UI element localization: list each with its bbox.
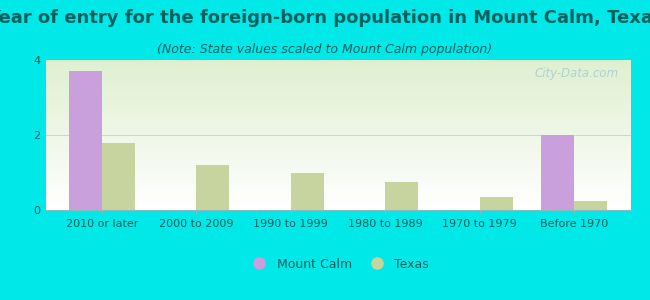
- Bar: [385, 182, 418, 210]
- Bar: [291, 172, 324, 210]
- Legend: Mount Calm, Texas: Mount Calm, Texas: [242, 253, 434, 276]
- Text: City-Data.com: City-Data.com: [535, 68, 619, 80]
- Text: Year of entry for the foreign-born population in Mount Calm, Texas: Year of entry for the foreign-born popul…: [0, 9, 650, 27]
- Bar: [541, 135, 574, 210]
- Bar: [480, 197, 513, 210]
- Bar: [102, 142, 135, 210]
- Bar: [196, 165, 229, 210]
- Text: (Note: State values scaled to Mount Calm population): (Note: State values scaled to Mount Calm…: [157, 44, 493, 56]
- Bar: [69, 71, 102, 210]
- Bar: [574, 201, 607, 210]
